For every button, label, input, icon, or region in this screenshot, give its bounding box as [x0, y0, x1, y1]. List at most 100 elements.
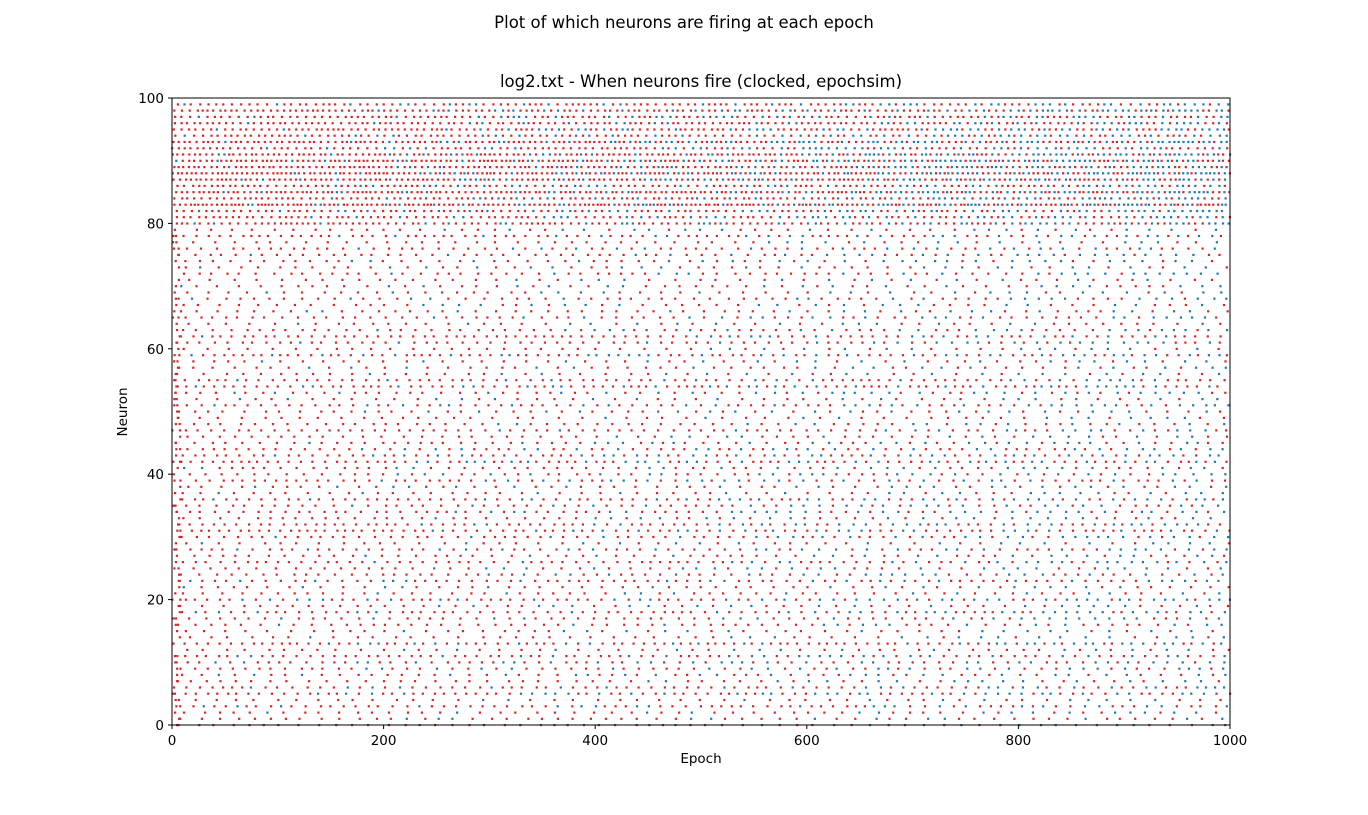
- scatter-point: [909, 655, 912, 658]
- scatter-point: [545, 423, 549, 426]
- scatter-point: [840, 655, 843, 658]
- scatter-point: [635, 479, 638, 482]
- scatter-point: [208, 379, 211, 382]
- scatter-point: [535, 510, 538, 513]
- scatter-point: [431, 698, 434, 702]
- scatter-point: [625, 686, 628, 689]
- scatter-point: [1138, 423, 1141, 426]
- scatter-point: [836, 466, 839, 470]
- scatter-point: [1015, 448, 1018, 451]
- scatter-point: [532, 329, 535, 332]
- scatter-point: [570, 667, 573, 670]
- scatter-point: [433, 611, 436, 614]
- scatter-point: [999, 354, 1002, 357]
- scatter-point: [659, 561, 662, 564]
- scatter-point: [310, 623, 313, 626]
- scatter-point: [174, 504, 177, 507]
- scatter-point: [864, 523, 867, 526]
- scatter-point: [605, 360, 608, 363]
- scatter-point: [275, 686, 279, 689]
- scatter-point: [1068, 711, 1071, 714]
- scatter-point: [917, 385, 920, 388]
- scatter-point: [612, 341, 615, 344]
- scatter-point: [935, 529, 939, 532]
- scatter-point: [652, 636, 655, 639]
- scatter-point: [352, 598, 355, 601]
- scatter-point: [798, 579, 801, 582]
- scatter-point: [229, 661, 232, 664]
- scatter-point: [174, 617, 178, 620]
- scatter-point: [756, 360, 759, 363]
- scatter-point: [382, 573, 385, 576]
- scatter-point: [240, 416, 243, 419]
- scatter-point: [730, 510, 734, 513]
- scatter-point: [805, 429, 808, 432]
- scatter-point: [187, 485, 190, 488]
- scatter-point: [957, 630, 961, 633]
- scatter-point: [860, 579, 863, 582]
- scatter-point: [1004, 460, 1007, 463]
- scatter-point: [772, 448, 775, 451]
- scatter-point: [925, 385, 928, 388]
- scatter-point: [943, 592, 946, 595]
- scatter-point: [207, 410, 210, 413]
- scatter-point: [590, 366, 593, 369]
- scatter-point: [889, 354, 892, 357]
- scatter-point: [667, 548, 670, 551]
- scatter-point: [263, 617, 267, 620]
- scatter-point: [227, 347, 230, 350]
- scatter-point: [1056, 504, 1059, 507]
- scatter-point: [686, 630, 689, 633]
- scatter-point: [475, 529, 478, 532]
- scatter-point: [1112, 573, 1115, 576]
- scatter-point: [618, 347, 622, 350]
- scatter-point: [891, 366, 894, 369]
- scatter-point: [175, 385, 178, 388]
- scatter-point: [669, 504, 672, 507]
- scatter-point: [849, 535, 852, 539]
- scatter-point: [581, 429, 584, 432]
- scatter-point: [689, 329, 692, 332]
- scatter-point: [480, 360, 483, 363]
- scatter-point: [567, 316, 570, 319]
- scatter-point: [636, 322, 639, 325]
- scatter-point: [689, 554, 692, 557]
- scatter-point: [1113, 460, 1116, 463]
- scatter-point: [1209, 604, 1212, 608]
- scatter-point: [510, 404, 513, 407]
- scatter-point: [529, 454, 532, 457]
- scatter-point: [571, 698, 574, 702]
- scatter-point: [1083, 354, 1086, 357]
- scatter-point: [353, 498, 356, 501]
- scatter-point: [283, 554, 286, 557]
- scatter-point: [674, 717, 677, 720]
- scatter-point: [430, 441, 433, 444]
- scatter-point: [247, 561, 250, 564]
- scatter-point: [1173, 485, 1176, 488]
- scatter-point: [1064, 366, 1067, 369]
- scatter-point: [806, 448, 809, 451]
- scatter-point: [843, 404, 846, 407]
- scatter-point: [755, 385, 758, 388]
- scatter-point: [190, 354, 193, 357]
- scatter-point: [418, 542, 421, 545]
- scatter-point: [664, 630, 667, 633]
- scatter-point: [395, 636, 398, 639]
- scatter-point: [579, 485, 582, 488]
- scatter-point: [957, 717, 961, 720]
- scatter-point: [376, 498, 379, 501]
- scatter-point: [600, 586, 603, 589]
- scatter-point: [941, 598, 944, 601]
- scatter-point: [300, 667, 303, 670]
- scatter-point: [304, 523, 307, 526]
- scatter-point: [747, 598, 750, 601]
- scatter-point: [182, 329, 185, 332]
- scatter-point: [1135, 617, 1138, 620]
- scatter-point: [1152, 598, 1156, 601]
- scatter-point: [280, 548, 283, 551]
- scatter-point: [847, 617, 850, 620]
- scatter-point: [385, 498, 389, 501]
- scatter-point: [612, 636, 615, 639]
- scatter-point: [864, 573, 867, 576]
- scatter-point: [1007, 423, 1010, 426]
